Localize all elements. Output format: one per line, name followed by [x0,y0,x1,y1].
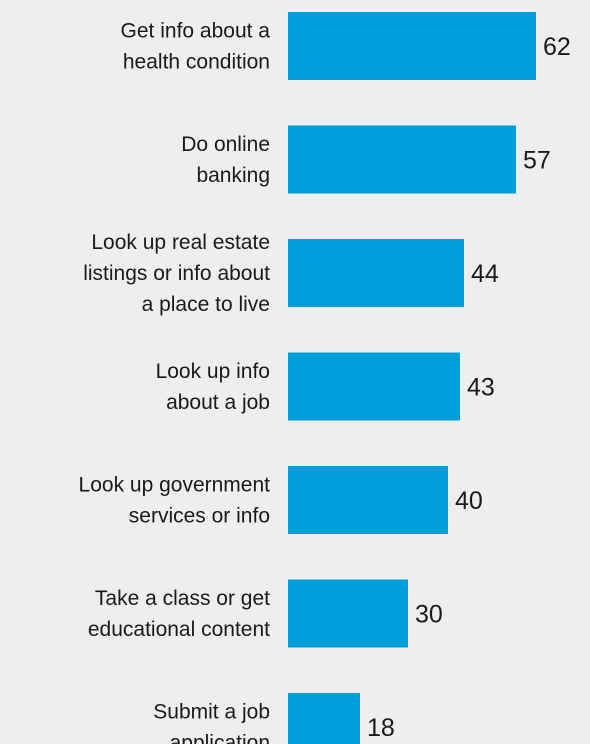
category-label-line: Do online [181,133,270,156]
category-label-line: health condition [123,51,270,74]
category-label-line: Look up info [156,360,270,383]
category-label-6: Take a class or get educational content [88,587,270,641]
value-label-3: 44 [471,260,499,288]
value-labels-group: 62 57 44 43 40 30 18 [367,33,571,742]
category-label-line: Get info about a [121,20,271,43]
bar-6 [288,579,408,648]
value-label-4: 43 [467,374,495,402]
category-label-1: Get info about a health condition [121,20,271,74]
bar-7 [288,693,360,744]
category-label-line: educational content [88,618,270,641]
category-label-line: Look up real estate [91,231,270,254]
category-label-line: Submit a job [153,701,270,724]
category-label-3: Look up real estate listings or info abou… [83,231,270,316]
category-label-4: Look up info about a job [156,360,270,414]
value-label-1: 62 [543,33,571,61]
value-label-5: 40 [455,487,483,515]
value-label-2: 57 [523,147,551,175]
bars-group [288,12,536,744]
category-label-line: banking [196,164,270,187]
category-label-2: Do online banking [181,133,270,187]
value-label-6: 30 [415,601,443,629]
category-label-line: about a job [166,391,270,414]
bar-5 [288,466,448,534]
bar-3 [288,239,464,307]
bar-2 [288,125,516,194]
category-label-line: listings or info about [83,262,270,285]
bar-4 [288,352,460,421]
category-label-line: Take a class or get [95,587,270,610]
category-label-7: Submit a job application [153,701,270,744]
category-label-line: application [170,732,270,744]
value-label-7: 18 [367,714,395,742]
bar-1 [288,12,536,80]
category-label-5: Look up government services or info [79,474,271,528]
category-label-line: services or info [129,505,270,528]
category-labels-group: Get info about a health condition Do onlin… [79,20,271,744]
category-label-line: a place to live [142,293,270,316]
category-label-line: Look up government [79,474,271,497]
